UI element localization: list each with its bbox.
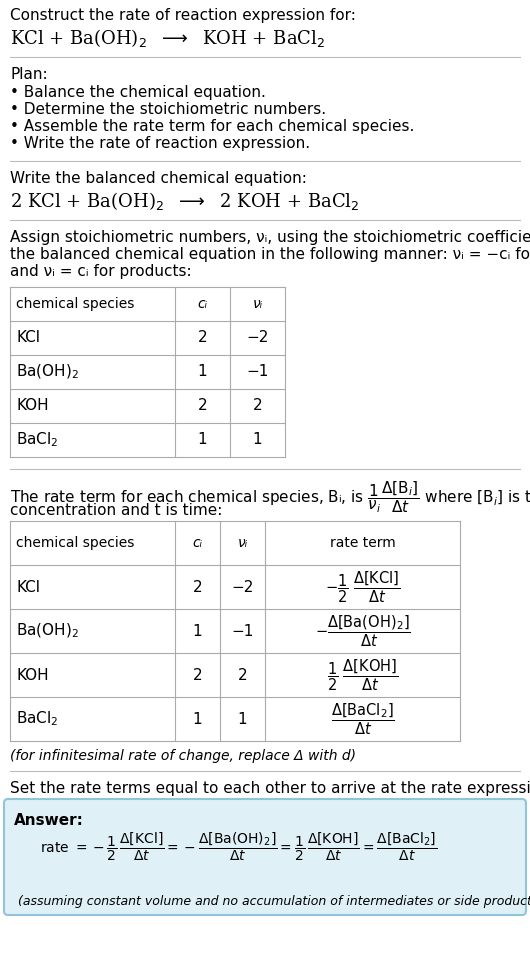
Text: rate $= -\dfrac{1}{2}\,\dfrac{\Delta[\mathrm{KCl}]}{\Delta t} = -\dfrac{\Delta[\: rate $= -\dfrac{1}{2}\,\dfrac{\Delta[\ma…	[40, 831, 437, 863]
Text: (assuming constant volume and no accumulation of intermediates or side products): (assuming constant volume and no accumul…	[18, 895, 530, 908]
Text: $\dfrac{\Delta[\mathrm{BaCl_2}]}{\Delta t}$: $\dfrac{\Delta[\mathrm{BaCl_2}]}{\Delta …	[331, 701, 394, 737]
Text: KOH: KOH	[16, 668, 49, 682]
Text: chemical species: chemical species	[16, 536, 135, 550]
Text: 1: 1	[198, 432, 207, 448]
Text: KCl: KCl	[16, 331, 40, 346]
Text: and νᵢ = cᵢ for products:: and νᵢ = cᵢ for products:	[10, 264, 192, 279]
Text: −2: −2	[246, 331, 269, 346]
Text: Construct the rate of reaction expression for:: Construct the rate of reaction expressio…	[10, 8, 356, 23]
Text: Ba(OH)$_2$: Ba(OH)$_2$	[16, 363, 79, 382]
Text: • Balance the chemical equation.: • Balance the chemical equation.	[10, 85, 266, 100]
Text: 1: 1	[193, 712, 202, 726]
Text: Answer:: Answer:	[14, 813, 84, 828]
Text: 2: 2	[198, 398, 207, 414]
Text: Set the rate terms equal to each other to arrive at the rate expression:: Set the rate terms equal to each other t…	[10, 781, 530, 796]
Text: Assign stoichiometric numbers, νᵢ, using the stoichiometric coefficients, cᵢ, fr: Assign stoichiometric numbers, νᵢ, using…	[10, 230, 530, 245]
Text: The rate term for each chemical species, Bᵢ, is $\dfrac{1}{\nu_i}\dfrac{\Delta[\: The rate term for each chemical species,…	[10, 479, 530, 514]
Text: • Write the rate of reaction expression.: • Write the rate of reaction expression.	[10, 136, 310, 151]
FancyBboxPatch shape	[4, 799, 526, 915]
Text: rate term: rate term	[330, 536, 395, 550]
Text: BaCl$_2$: BaCl$_2$	[16, 430, 58, 449]
Text: chemical species: chemical species	[16, 297, 135, 311]
Text: (for infinitesimal rate of change, replace Δ with d): (for infinitesimal rate of change, repla…	[10, 749, 356, 763]
Text: νᵢ: νᵢ	[237, 536, 248, 550]
Text: −1: −1	[231, 624, 254, 638]
Text: 2: 2	[193, 668, 202, 682]
Text: KCl + Ba(OH)$_2$  $\longrightarrow$  KOH + BaCl$_2$: KCl + Ba(OH)$_2$ $\longrightarrow$ KOH +…	[10, 27, 325, 49]
Text: $\dfrac{1}{2}\ \dfrac{\Delta[\mathrm{KOH}]}{\Delta t}$: $\dfrac{1}{2}\ \dfrac{\Delta[\mathrm{KOH…	[327, 657, 398, 693]
Text: Write the balanced chemical equation:: Write the balanced chemical equation:	[10, 171, 307, 186]
Text: $-\dfrac{\Delta[\mathrm{Ba(OH)_2}]}{\Delta t}$: $-\dfrac{\Delta[\mathrm{Ba(OH)_2}]}{\Del…	[315, 613, 410, 649]
Text: 2: 2	[193, 580, 202, 594]
Text: • Assemble the rate term for each chemical species.: • Assemble the rate term for each chemic…	[10, 119, 414, 134]
Text: 1: 1	[198, 364, 207, 380]
Text: 2: 2	[253, 398, 262, 414]
Text: Plan:: Plan:	[10, 67, 48, 82]
Text: 2 KCl + Ba(OH)$_2$  $\longrightarrow$  2 KOH + BaCl$_2$: 2 KCl + Ba(OH)$_2$ $\longrightarrow$ 2 K…	[10, 190, 359, 212]
Text: νᵢ: νᵢ	[252, 297, 263, 311]
Text: concentration and t is time:: concentration and t is time:	[10, 503, 223, 518]
Text: 1: 1	[237, 712, 248, 726]
Text: −2: −2	[231, 580, 254, 594]
Text: • Determine the stoichiometric numbers.: • Determine the stoichiometric numbers.	[10, 102, 326, 117]
Text: 2: 2	[237, 668, 248, 682]
Text: cᵢ: cᵢ	[192, 536, 202, 550]
Text: KCl: KCl	[16, 580, 40, 594]
Text: −1: −1	[246, 364, 269, 380]
Text: BaCl$_2$: BaCl$_2$	[16, 710, 58, 728]
Text: the balanced chemical equation in the following manner: νᵢ = −cᵢ for reactants: the balanced chemical equation in the fo…	[10, 247, 530, 262]
Text: Ba(OH)$_2$: Ba(OH)$_2$	[16, 622, 79, 640]
Text: cᵢ: cᵢ	[198, 297, 208, 311]
Text: 1: 1	[193, 624, 202, 638]
Text: 1: 1	[253, 432, 262, 448]
Text: $-\dfrac{1}{2}\ \dfrac{\Delta[\mathrm{KCl}]}{\Delta t}$: $-\dfrac{1}{2}\ \dfrac{\Delta[\mathrm{KC…	[325, 569, 400, 605]
Text: KOH: KOH	[16, 398, 49, 414]
Text: 2: 2	[198, 331, 207, 346]
